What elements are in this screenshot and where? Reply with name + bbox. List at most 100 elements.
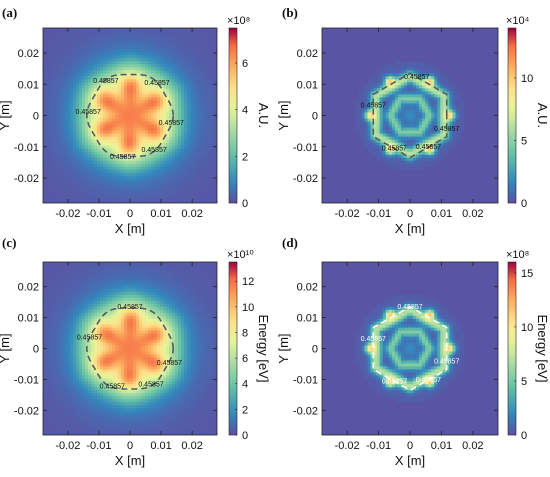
colorbar-tick-label: 6 xyxy=(242,353,248,365)
colorbar-tick-label: 5 xyxy=(521,136,527,148)
colorbar-label: A.U. xyxy=(535,103,550,128)
colorbar-tick-label: 12 xyxy=(242,276,254,288)
colorbar-exponent: ×10¹⁰ xyxy=(227,249,254,261)
x-axis-label: X [m] xyxy=(115,453,145,468)
contour-label: 0.45857 xyxy=(416,377,441,384)
contour-label: 0.45857 xyxy=(159,120,184,127)
panel-label: (c) xyxy=(2,235,16,250)
y-tick-label: -0.01 xyxy=(293,374,318,386)
x-tick-label: 0 xyxy=(127,440,133,452)
contour-line xyxy=(85,307,174,390)
y-tick-label: -0.01 xyxy=(14,374,39,386)
colorbar-tick-label: 15 xyxy=(521,268,533,280)
y-tick-label: -0.02 xyxy=(14,173,39,185)
colorbar-tick-label: 0 xyxy=(521,430,527,442)
colorbar-exponent: ×10⁸ xyxy=(506,249,529,261)
x-tick-label: 0.02 xyxy=(181,208,202,220)
panel-d: 0.45857 0.45857 0.45857 0.45857 0.45857 -0.02… xyxy=(276,235,550,468)
panel-b: 0.45857 0.45857 0.45857 0.45857 0.45857 -0.02… xyxy=(276,5,550,236)
colorbar xyxy=(507,27,517,204)
colorbar-label: Energy [eV] xyxy=(535,315,550,383)
x-tick-label: 0 xyxy=(127,208,133,220)
contour-label: 0.45857 xyxy=(76,109,101,116)
y-tick-label: 0.02 xyxy=(297,48,318,60)
contour-label: 0.45857 xyxy=(100,383,125,390)
colorbar-tick-label: 10 xyxy=(521,322,533,334)
colorbar-tick-label: 4 xyxy=(242,105,248,117)
colorbar-tick-label: 2 xyxy=(242,404,248,416)
contour-label: 0.45857 xyxy=(397,304,422,311)
y-axis-label: Y [m] xyxy=(276,100,291,130)
y-tick-label: 0.02 xyxy=(18,282,39,294)
colorbar-tick-label: 0 xyxy=(242,198,248,210)
contour-label: 0.45857 xyxy=(416,144,441,151)
colorbar-tick-label: 8 xyxy=(242,327,248,339)
colorbar-tick-label: 5 xyxy=(521,376,527,388)
contour-label: 0.45857 xyxy=(141,147,166,154)
x-tick-label: 0 xyxy=(407,208,413,220)
y-tick-label: 0.01 xyxy=(18,313,39,325)
y-tick-label: 0.01 xyxy=(297,79,318,91)
y-tick-label: 0 xyxy=(33,111,39,123)
y-tick-label: 0 xyxy=(312,344,318,356)
colorbar-tick-label: 6 xyxy=(242,58,248,70)
panel-a: 0.45857 0.45857 0.45857 0.45857 0.45857 0.458… xyxy=(0,5,271,236)
panel-label: (a) xyxy=(2,5,17,20)
contour-label: 0.45857 xyxy=(434,126,459,133)
contour-label: 0.45857 xyxy=(382,146,407,153)
heatmap xyxy=(43,28,217,203)
colorbar-exponent: ×10⁴ xyxy=(506,15,530,27)
panel-label: (d) xyxy=(282,235,298,250)
panel-c: 0.45857 0.45857 0.45857 0.45857 0.45857 -0.02… xyxy=(0,235,271,468)
colorbar-tick-label: 0 xyxy=(242,430,248,442)
x-tick-label: 0 xyxy=(407,440,413,452)
y-axis-label: Y [m] xyxy=(276,333,291,363)
contour-label: 0.45857 xyxy=(404,74,429,81)
x-tick-label: -0.01 xyxy=(86,208,111,220)
y-tick-label: -0.01 xyxy=(293,142,318,154)
x-tick-label: -0.02 xyxy=(55,208,80,220)
colorbar-label: Energy [eV] xyxy=(256,315,271,383)
colorbar-tick-label: 4 xyxy=(242,379,248,391)
colorbar-tick-label: 10 xyxy=(242,302,254,314)
x-axis-label: X [m] xyxy=(115,221,145,236)
heatmap xyxy=(322,28,498,203)
x-tick-label: -0.02 xyxy=(335,208,360,220)
y-tick-label: 0.01 xyxy=(18,79,39,91)
x-tick-label: 0.01 xyxy=(150,440,171,452)
contour-line xyxy=(372,72,448,159)
y-tick-label: 0 xyxy=(312,111,318,123)
colorbar xyxy=(507,261,517,436)
y-tick-label: -0.01 xyxy=(14,142,39,154)
colorbar-exponent: ×10⁸ xyxy=(227,15,250,27)
contour-line xyxy=(85,73,174,158)
contour-label: 0.45857 xyxy=(110,154,135,161)
y-tick-label: 0 xyxy=(33,344,39,356)
contour-label: 0.45857 xyxy=(93,78,118,85)
panel-label: (b) xyxy=(282,5,298,20)
contour-label: 0.45857 xyxy=(144,80,169,87)
contour-label: 0.45857 xyxy=(117,304,142,311)
x-tick-label: -0.02 xyxy=(335,440,360,452)
y-tick-label: -0.02 xyxy=(293,173,318,185)
contour-label: 0.45857 xyxy=(138,382,163,389)
x-axis-label: X [m] xyxy=(395,221,425,236)
x-tick-label: 0.02 xyxy=(462,440,483,452)
contour-label: 0.45857 xyxy=(157,360,182,367)
x-tick-label: 0.02 xyxy=(462,208,483,220)
contour-label: 0.45857 xyxy=(382,378,407,385)
contour-label: 0.45857 xyxy=(361,336,386,343)
x-tick-label: 0.01 xyxy=(431,208,452,220)
x-tick-label: 0.01 xyxy=(431,440,452,452)
colorbar xyxy=(228,27,238,204)
y-axis-label: Y [m] xyxy=(0,100,12,130)
y-tick-label: 0.02 xyxy=(18,48,39,60)
colorbar xyxy=(228,261,238,436)
y-tick-label: 0.02 xyxy=(297,282,318,294)
colorbar-label: A.U. xyxy=(256,103,271,128)
heatmap xyxy=(322,262,498,435)
x-tick-label: 0.02 xyxy=(181,440,202,452)
colorbar-tick-label: 10 xyxy=(521,73,533,85)
x-tick-label: -0.02 xyxy=(55,440,80,452)
